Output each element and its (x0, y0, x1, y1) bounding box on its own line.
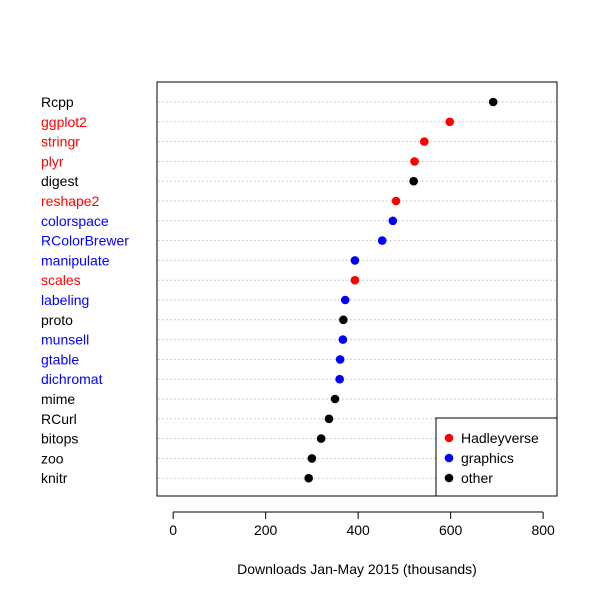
data-point (488, 97, 498, 107)
plot-frame (156, 81, 558, 497)
x-axis-title: Downloads Jan-May 2015 (thousands) (237, 561, 477, 577)
data-point (330, 394, 340, 404)
legend-marker (444, 453, 454, 463)
category-label: reshape2 (41, 193, 100, 209)
category-label: zoo (41, 450, 64, 466)
category-label: Rcpp (41, 94, 74, 110)
legend-label: Hadleyverse (461, 430, 539, 446)
legend-box (435, 417, 558, 497)
legend: Hadleyverse graphics other (435, 417, 558, 497)
data-point (339, 315, 348, 325)
x-tick-label: 200 (254, 522, 278, 538)
category-label: gtable (41, 351, 79, 367)
x-tick-label: 800 (531, 522, 555, 538)
category-label: digest (41, 173, 78, 189)
category-label: manipulate (41, 252, 110, 268)
category-label: colorspace (41, 213, 109, 229)
legend-label: other (461, 470, 493, 486)
data-point (350, 256, 360, 265)
data-point (391, 196, 401, 206)
data-point (316, 434, 326, 443)
legend-marker (444, 473, 454, 483)
data-point (377, 236, 387, 245)
x-axis: 0 200 400 600 800 (169, 511, 555, 538)
category-label: RColorBrewer (41, 233, 129, 249)
data-point (307, 454, 317, 463)
legend-marker (444, 433, 454, 443)
data-points (304, 97, 498, 483)
data-point (335, 355, 345, 364)
category-label: bitops (41, 431, 78, 447)
data-point (445, 117, 455, 127)
category-label: RCurl (41, 411, 77, 427)
data-point (335, 374, 344, 384)
data-point (350, 275, 360, 285)
x-tick-label: 600 (439, 522, 463, 538)
category-labels: Rcpp ggplot2 stringr plyr digest reshape2 colo… (41, 94, 129, 486)
data-point (388, 216, 398, 226)
category-label: stringr (41, 134, 80, 150)
data-point (324, 414, 334, 424)
category-label: mime (41, 391, 75, 407)
category-label: ggplot2 (41, 114, 87, 130)
data-point (409, 176, 418, 186)
x-tick-label: 0 (169, 522, 177, 538)
data-point (338, 335, 348, 344)
legend-label: graphics (461, 450, 514, 466)
data-point (304, 473, 313, 483)
data-point (419, 137, 429, 146)
category-label: scales (41, 272, 81, 288)
category-label: plyr (41, 153, 64, 169)
category-label: labeling (41, 292, 89, 308)
category-label: munsell (41, 332, 89, 348)
category-label: dichromat (41, 371, 103, 387)
data-point (410, 157, 419, 166)
category-label: knitr (41, 470, 68, 486)
x-tick-label: 400 (346, 522, 370, 538)
data-point (340, 295, 350, 305)
category-label: proto (41, 312, 73, 328)
